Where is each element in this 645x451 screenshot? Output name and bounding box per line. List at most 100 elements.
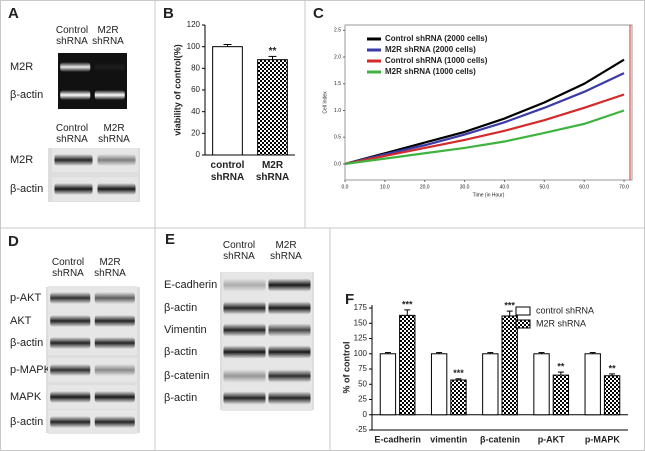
bar	[257, 59, 288, 156]
lane-header: Control shRNA	[52, 257, 84, 279]
band	[223, 345, 266, 359]
band	[54, 183, 93, 195]
bar	[399, 314, 416, 416]
band	[50, 364, 91, 376]
band	[223, 391, 266, 405]
y-tick-label: 25	[358, 395, 367, 404]
lane-header: Control shRNA	[56, 123, 88, 145]
band	[94, 416, 135, 428]
band	[60, 90, 91, 100]
y-tick-label: 150	[354, 318, 368, 327]
panel-letter: B	[163, 5, 174, 22]
row-label: β-catenin	[164, 370, 209, 382]
y-tick-label: 2.0	[334, 54, 341, 60]
band	[223, 369, 266, 383]
band	[94, 90, 125, 100]
band	[223, 301, 266, 315]
plot-frame	[344, 24, 633, 181]
x-tick-label: M2R shRNA	[256, 160, 289, 183]
series-line	[344, 72, 625, 166]
bar	[482, 353, 499, 416]
row-label: E-cadherin	[164, 279, 217, 291]
significance: **	[557, 361, 565, 371]
band	[94, 391, 135, 403]
row-label: β-actin	[10, 337, 43, 349]
band	[54, 154, 93, 166]
series-line	[344, 58, 625, 166]
significance: ***	[504, 300, 515, 310]
y-tick-label: 75	[358, 364, 367, 373]
legend-swatch	[515, 306, 531, 316]
band	[94, 364, 135, 376]
significance: **	[609, 363, 617, 373]
y-tick-label: 0	[196, 150, 201, 159]
panel-letter: C	[313, 5, 324, 22]
row-label: MAPK	[10, 391, 42, 403]
band	[97, 154, 136, 166]
legend-swatch	[515, 319, 531, 329]
band	[50, 292, 91, 304]
band	[223, 323, 266, 337]
panel-letter: E	[165, 231, 175, 248]
bar	[584, 353, 601, 416]
blot-background	[58, 53, 127, 109]
band	[97, 183, 136, 195]
y-tick-label: 50	[358, 379, 367, 388]
row-label: β-actin	[164, 346, 197, 358]
x-tick-label: 70.0	[619, 184, 629, 190]
row-label: p-MAPK	[10, 364, 52, 376]
significance: **	[269, 46, 277, 57]
bar	[552, 374, 570, 416]
row-label: β-actin	[164, 302, 197, 314]
row-label: Vimentin	[164, 324, 207, 336]
x-tick-label: E-cadherin	[374, 434, 421, 444]
row-label: AKT	[10, 315, 32, 327]
y-axis-label: Cell Index	[322, 91, 328, 114]
band	[50, 315, 91, 327]
y-tick-label: 175	[354, 303, 368, 312]
x-tick-label: 30.0	[460, 184, 470, 190]
row-label: β-actin	[10, 416, 43, 428]
lane-header: Control shRNA	[56, 25, 88, 47]
y-tick-label: 20	[191, 128, 200, 137]
x-tick-label: p-MAPK	[585, 434, 620, 444]
y-tick-label: 60	[191, 85, 200, 94]
x-tick-label: 0.0	[342, 184, 349, 190]
x-tick-label: β-catenin	[480, 434, 520, 444]
band	[268, 278, 311, 292]
bar	[533, 353, 550, 416]
y-tick-label: 80	[191, 63, 200, 72]
x-tick-label: 50.0	[539, 184, 549, 190]
x-axis-label: Time (in Hour)	[473, 192, 505, 198]
series-line	[344, 93, 625, 166]
y-tick-label: 1.0	[334, 108, 341, 114]
panel-letter: F	[345, 291, 354, 308]
band	[268, 369, 311, 383]
significance: ***	[453, 368, 464, 378]
y-tick-label: 1.5	[334, 81, 341, 87]
y-tick-label: 0	[363, 410, 368, 419]
legend-label: Control shRNA (2000 cells)	[385, 34, 488, 43]
band	[268, 301, 311, 315]
x-tick-label: p-AKT	[538, 434, 565, 444]
band	[268, 323, 311, 337]
significance: ***	[402, 299, 413, 309]
y-tick-label: 100	[354, 349, 368, 358]
y-tick-label: 100	[187, 42, 201, 51]
legend-label: M2R shRNA (2000 cells)	[385, 45, 476, 54]
y-tick-label: 40	[191, 107, 200, 116]
legend-label: M2R shRNA	[536, 318, 586, 328]
x-tick-label: 40.0	[500, 184, 510, 190]
y-tick-label: 0.0	[334, 161, 341, 167]
legend-label: M2R shRNA (1000 cells)	[385, 67, 476, 76]
row-label: p-AKT	[10, 292, 41, 304]
bar	[603, 375, 621, 416]
x-tick-label: 20.0	[420, 184, 430, 190]
band	[94, 62, 125, 72]
row-label: β-actin	[10, 183, 43, 195]
panel-letter: D	[8, 233, 19, 250]
band	[50, 337, 91, 349]
band	[94, 292, 135, 304]
bar	[430, 353, 448, 416]
